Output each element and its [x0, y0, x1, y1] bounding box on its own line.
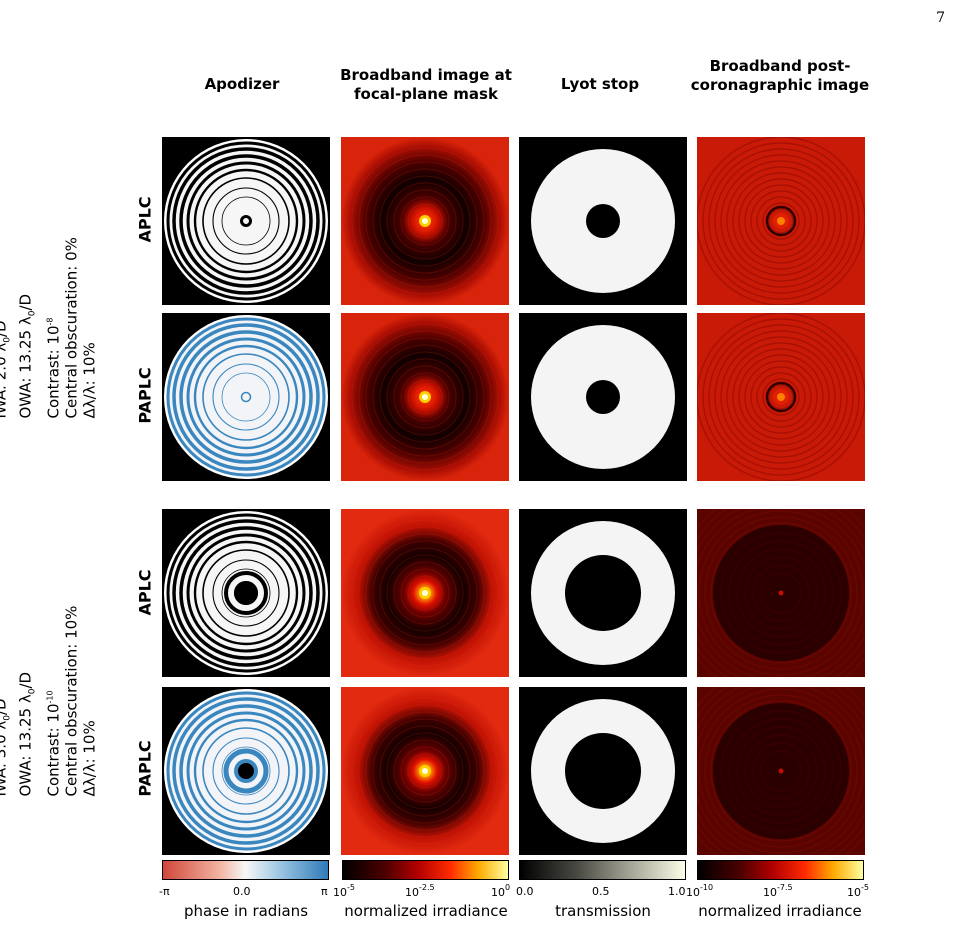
panel-bb-post-row-4: [697, 687, 865, 855]
group-2-bandwidth: Δλ/λ: 10%: [80, 720, 99, 797]
cbar4-tick-0: 10-10: [686, 883, 714, 899]
cbar4-tick-1: 10-7.5: [763, 883, 793, 899]
group-label-1: IWA: 2.0 λ0/D OWA: 13.25 λ0/D Contrast: …: [0, 209, 99, 419]
panel-apodizer-row-1: [162, 137, 330, 305]
page-number: 7: [936, 10, 945, 26]
group-2-owa: OWA: 13.25 λ0/D: [16, 671, 38, 797]
cbar3-label: transmission: [555, 902, 651, 920]
group-1-iwa: IWA: 2.0 λ0/D: [0, 320, 13, 419]
cbar2-label: normalized irradiance: [344, 902, 508, 920]
colorbar-irradiance-post: [697, 860, 864, 880]
panel-lyot-row-2: [519, 313, 687, 481]
group-2-obscuration: Central obscuration: 10%: [62, 605, 81, 797]
cbar2-tick-0: 10-5: [333, 883, 355, 899]
panel-bb-post-row-3: [697, 509, 865, 677]
cbar1-tick-0: -π: [159, 885, 170, 898]
cbar4-tick-2-exp: -5: [861, 883, 869, 892]
group-1-obscuration: Central obscuration: 0%: [62, 237, 81, 419]
cbar3-tick-1: 0.5: [592, 885, 610, 898]
cbar4-label: normalized irradiance: [698, 902, 862, 920]
group-label-2: IWA: 3.0 λ0/D OWA: 13.25 λ0/D Contrast: …: [0, 587, 99, 797]
column-header-apodizer: Apodizer: [204, 75, 280, 93]
panel-bb-post-row-2: [697, 313, 865, 481]
cbar3-tick-0: 0.0: [516, 885, 534, 898]
cbar2-tick-2: 100: [491, 883, 511, 899]
group-1-bandwidth: Δλ/λ: 10%: [80, 342, 99, 419]
row-label-aplc-2: APLC: [135, 569, 155, 616]
row-label-paplc-1: PAPLC: [135, 367, 155, 424]
panel-apodizer-row-2: [162, 313, 330, 481]
cbar3-tick-2: 1.0: [668, 885, 686, 898]
colorbar-transmission: [519, 860, 686, 880]
panel-apodizer-row-3: [162, 509, 330, 677]
group-1-contrast: Contrast: 10-8: [44, 317, 63, 419]
panel-bb-fpm-row-4: [341, 687, 509, 855]
row-label-paplc-2: PAPLC: [135, 740, 155, 797]
panel-lyot-row-4: [519, 687, 687, 855]
panel-apodizer-row-4: [162, 687, 330, 855]
panel-lyot-row-3: [519, 509, 687, 677]
colorbar-irradiance-fpm: [342, 860, 509, 880]
cbar4-tick-0-exp: -10: [700, 883, 714, 892]
column-header-lyot: Lyot stop: [560, 75, 640, 93]
panel-bb-fpm-row-3: [341, 509, 509, 677]
group-2-contrast: Contrast: 10-10: [44, 690, 63, 797]
cbar1-tick-1: 0.0: [233, 885, 251, 898]
panel-bb-fpm-row-1: [341, 137, 509, 305]
cbar4-tick-2: 10-5: [847, 883, 869, 899]
panel-bb-post-row-1: [697, 137, 865, 305]
cbar1-label: phase in radians: [183, 902, 309, 920]
cbar1-tick-2: π: [321, 885, 328, 898]
column-header-bb-post: Broadband post-coronagraphic image: [690, 57, 870, 94]
row-label-aplc-1: APLC: [135, 196, 155, 243]
group-1-owa: OWA: 13.25 λ0/D: [16, 293, 38, 419]
group-2-iwa: IWA: 3.0 λ0/D: [0, 698, 13, 797]
column-header-bb-fpm: Broadband image at focal-plane mask: [340, 66, 512, 103]
cbar2-tick-2-exp: 0: [505, 883, 511, 892]
colorbar-phase: [162, 860, 329, 880]
cbar2-tick-1-exp: -2.5: [419, 883, 435, 892]
cbar4-tick-1-exp: -7.5: [777, 883, 793, 892]
cbar2-tick-0-exp: -5: [347, 883, 355, 892]
panel-bb-fpm-row-2: [341, 313, 509, 481]
panel-lyot-row-1: [519, 137, 687, 305]
cbar2-tick-1: 10-2.5: [405, 883, 435, 899]
